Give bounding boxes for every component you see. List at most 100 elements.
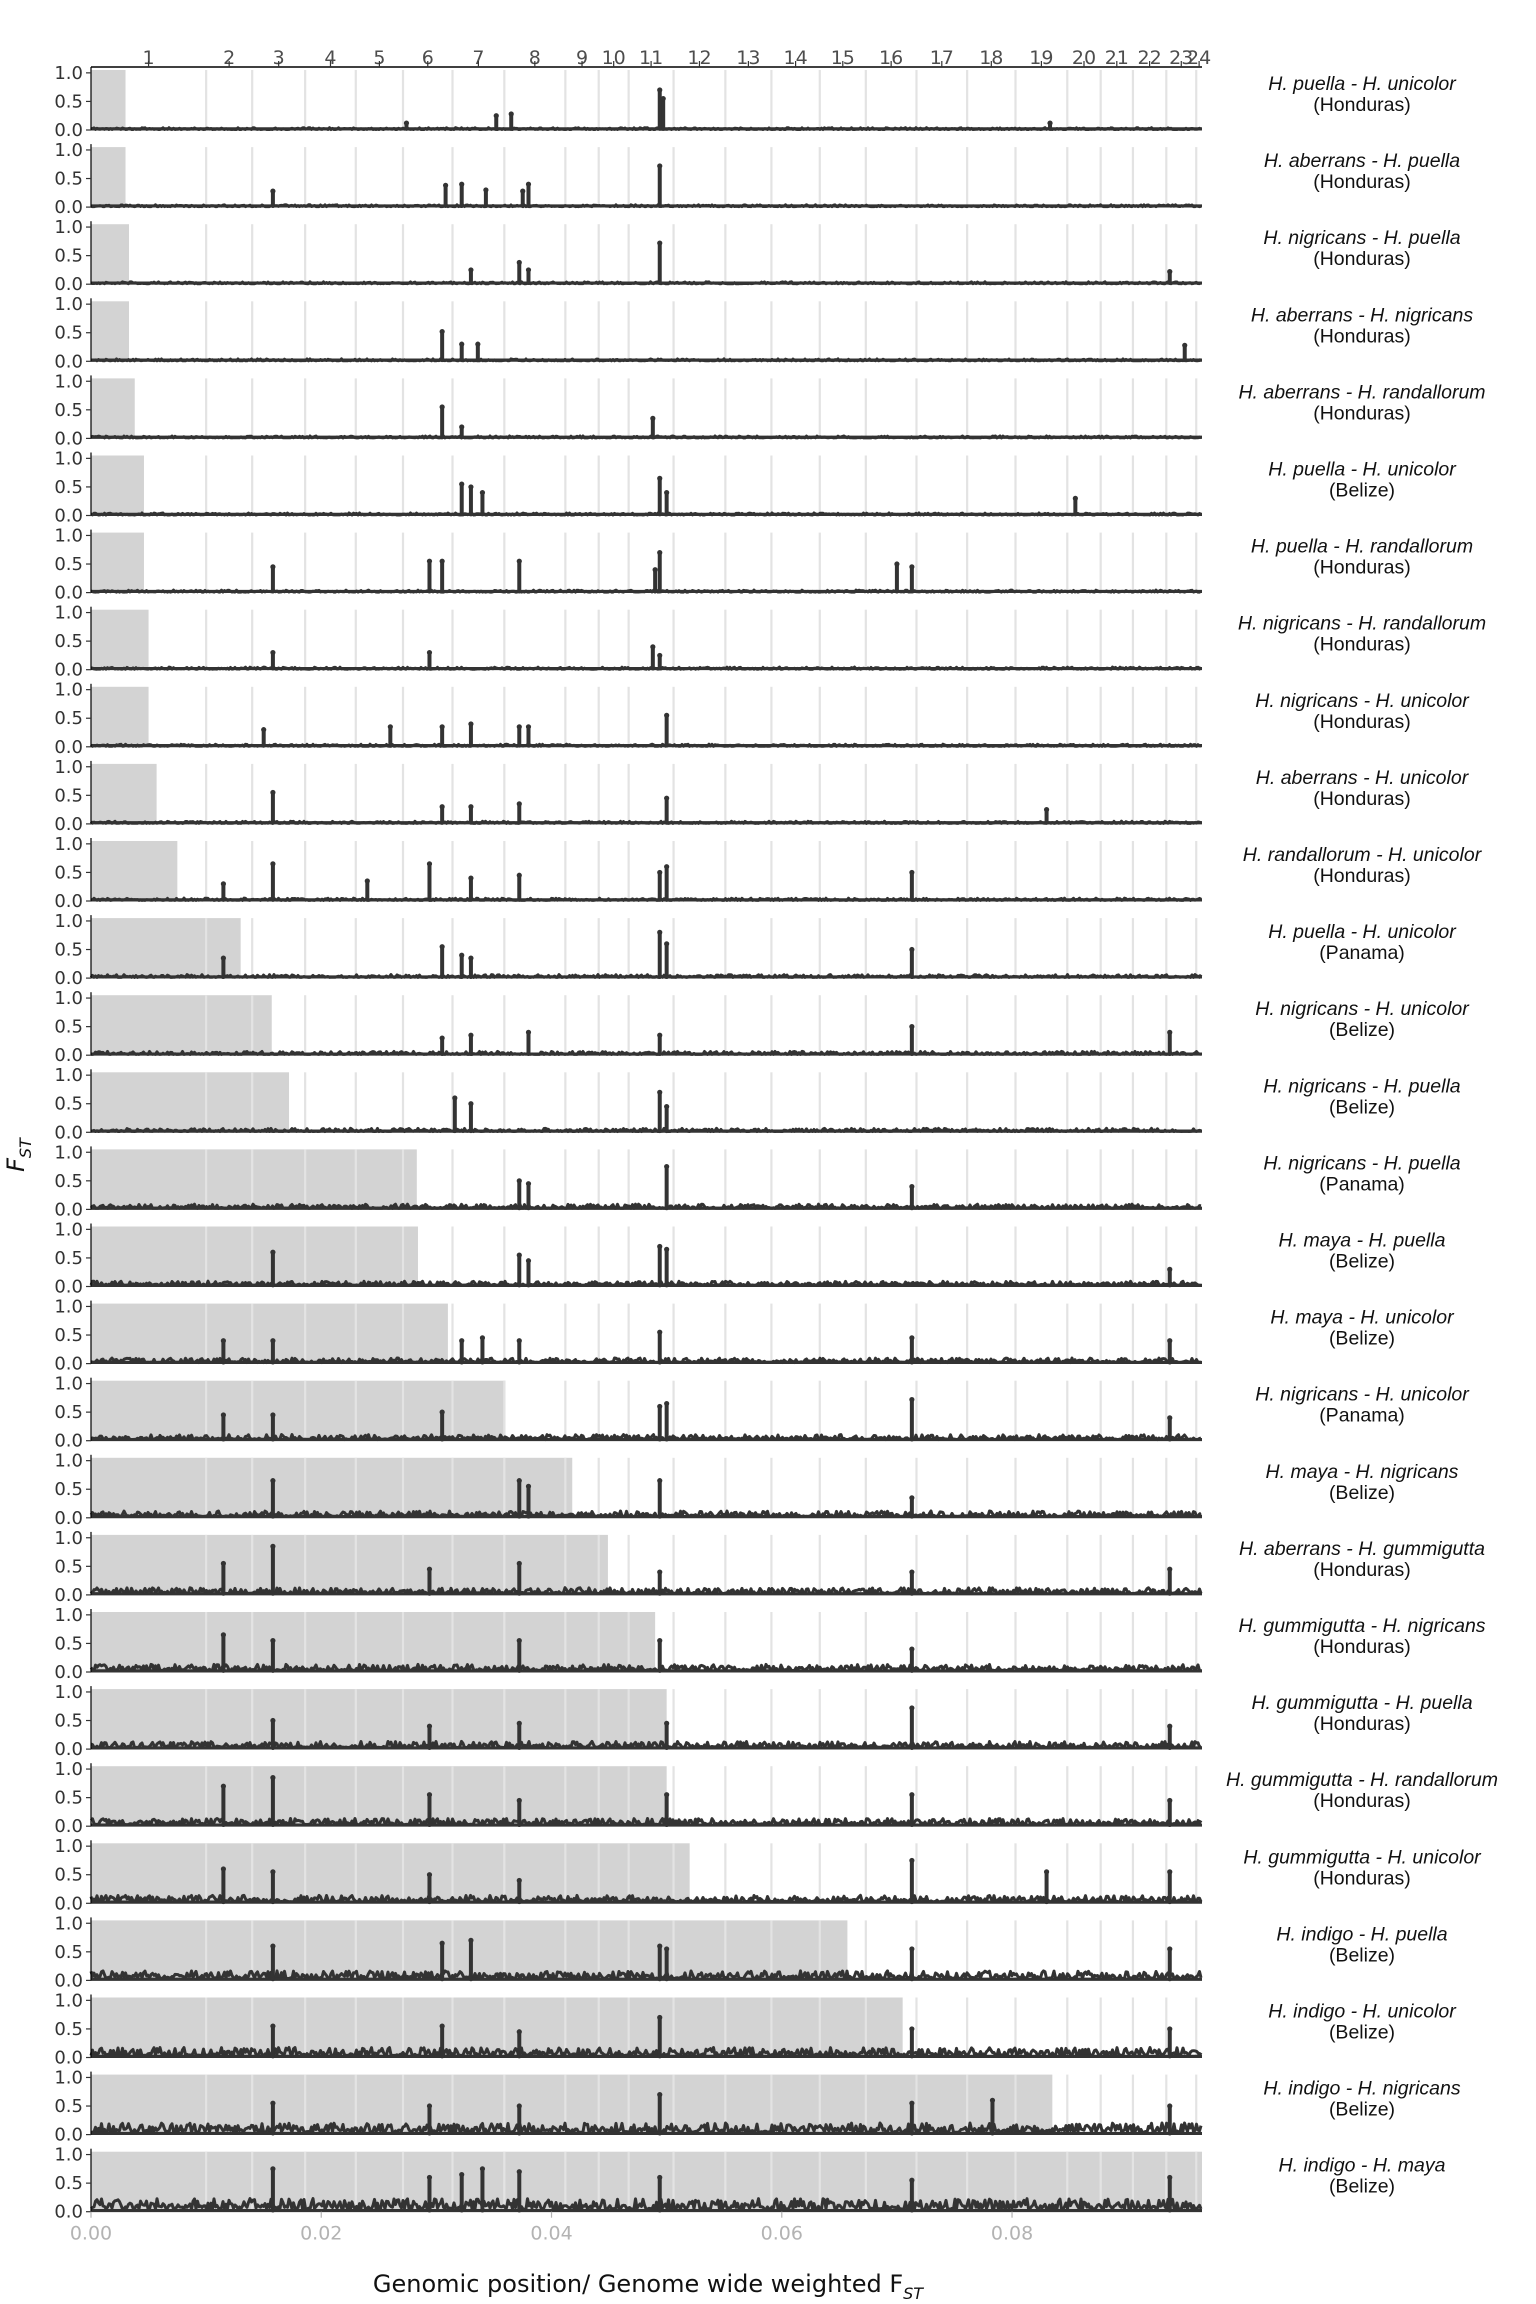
x-tick-label: 0.02 [300, 2223, 342, 2245]
fst-peak-point [657, 1089, 663, 1095]
y-tick-label: 0.0 [54, 1585, 83, 1606]
fst-peak-point [270, 1412, 276, 1418]
panel: 0.0 0.5 1.0 H. nigricans - H. puella(Hondur… [54, 217, 1460, 295]
panel-background [91, 378, 1202, 439]
fst-peak-point [220, 1412, 226, 1418]
fst-peak-point [894, 561, 900, 567]
fst-peak-point [220, 1866, 226, 1872]
panel-location-label: (Belize) [1329, 1328, 1395, 1350]
genome-wide-fst-shade [91, 1226, 418, 1287]
fst-peak-point [657, 1478, 663, 1484]
panel: 0.0 0.5 1.0 H. randallorum - H. unicolor(Ho… [54, 834, 1482, 912]
y-tick-label: 1.0 [54, 1990, 83, 2011]
fst-peak-point [909, 1183, 915, 1190]
panel-location-label: (Honduras) [1313, 711, 1411, 733]
fst-peak-point [1182, 342, 1188, 348]
fst-peak-point [468, 721, 474, 727]
chromosome-label: 24 [1187, 47, 1211, 69]
y-tick-label: 0.0 [54, 197, 83, 218]
fst-peak-point [468, 1101, 474, 1107]
fst-peak-point [442, 182, 449, 188]
chromosome-label: 18 [979, 47, 1003, 69]
y-tick-label: 1.0 [54, 1528, 83, 1549]
fst-peak-point [426, 1872, 433, 1878]
fst-peak-point [459, 181, 465, 187]
fst-peak-point [1043, 807, 1050, 813]
fst-peak-point [516, 1560, 522, 1567]
y-tick-label: 0.5 [54, 785, 83, 806]
y-tick-label: 1.0 [54, 1913, 83, 1934]
panel-location-label: (Honduras) [1313, 1713, 1411, 1735]
fst-peak-point [525, 1483, 532, 1489]
chromosome-label: 2 [223, 47, 235, 69]
panel-location-label: (Honduras) [1313, 865, 1411, 887]
fst-peak-point [660, 95, 666, 102]
y-tick-label: 0.5 [54, 2019, 83, 2040]
genome-wide-fst-shade [91, 686, 149, 747]
y-tick-label: 0.5 [54, 1556, 83, 1577]
genome-wide-fst-shade [91, 532, 144, 593]
fst-peak-point [270, 2166, 276, 2172]
chromosome-label: 4 [324, 47, 336, 69]
genome-wide-fst-shade [91, 1766, 667, 1827]
panel: 0.0 0.5 1.0 H. indigo - H. maya(Belize) [54, 2145, 1445, 2223]
y-tick-label: 0.5 [54, 477, 83, 498]
panel: 0.0 0.5 1.0 H. aberrans - H. randallorum(Ho… [54, 371, 1485, 449]
panel: 0.0 0.5 1.0 H. nigricans - H. puella(Panama… [54, 1142, 1460, 1220]
panel-location-label: (Honduras) [1313, 1559, 1411, 1581]
fst-peak-point [1072, 495, 1078, 501]
genome-wide-fst-shade [91, 1072, 290, 1133]
fst-peak-point [270, 2100, 276, 2106]
y-tick-label: 0.5 [54, 400, 83, 421]
genome-wide-fst-shade [91, 1380, 506, 1441]
y-tick-label: 0.5 [54, 1788, 83, 1809]
genome-wide-fst-shade [91, 1689, 667, 1750]
fst-peak-point [909, 1946, 915, 1952]
y-tick-label: 1.0 [54, 988, 83, 1009]
fst-peak-point [657, 475, 663, 481]
panel-background [91, 301, 1202, 362]
fst-peak-point [459, 1338, 465, 1344]
genome-wide-fst-shade [91, 1534, 608, 1595]
fst-peak-point [657, 87, 663, 93]
panel: 0.0 0.5 1.0 H. puella - H. randallorum(Hond… [54, 525, 1473, 603]
fst-peak-point [439, 804, 445, 810]
panel-species-pair-label: H. indigo - H. puella [1276, 1923, 1447, 1945]
y-tick-label: 1.0 [54, 1759, 83, 1780]
y-tick-label: 0.0 [54, 2125, 83, 2146]
panel-location-label: (Honduras) [1313, 402, 1411, 424]
y-tick-label: 0.5 [54, 631, 83, 652]
fst-peak-point [459, 341, 465, 347]
y-tick-label: 0.5 [54, 554, 83, 575]
fst-peak-point [1167, 1723, 1173, 1729]
panel-species-pair-label: H. maya - H. nigricans [1266, 1461, 1459, 1483]
fst-peak-point [664, 941, 670, 947]
x-tick-label: 0.00 [70, 2223, 112, 2245]
fst-peak-point [270, 789, 276, 796]
fst-peak-point [657, 1637, 663, 1644]
y-tick-label: 1.0 [54, 911, 83, 932]
panel: 0.0 0.5 1.0 H. indigo - H. nigricans(Belize… [54, 2067, 1461, 2145]
fst-peak-point [1047, 120, 1053, 126]
fst-peak-point [652, 567, 658, 573]
panel-species-pair-label: H. gummigutta - H. nigricans [1238, 1615, 1485, 1637]
y-tick-label: 0.0 [54, 1662, 83, 1683]
fst-peak-point [664, 1400, 670, 1407]
genome-wide-fst-shade [91, 1997, 903, 2058]
chromosome-label: 13 [736, 47, 760, 69]
y-tick-label: 1.0 [54, 1682, 83, 1703]
panel-background [91, 532, 1202, 593]
panel-background [91, 763, 1202, 824]
y-tick-label: 1.0 [54, 63, 83, 84]
fst-peak-point [657, 1943, 663, 1949]
fst-peak-point [1167, 1869, 1173, 1875]
fst-peak-point [270, 564, 276, 570]
y-tick-label: 1.0 [54, 1219, 83, 1240]
chromosome-label: 9 [576, 47, 588, 69]
y-tick-label: 1.0 [54, 1296, 83, 1317]
fst-peak-point [657, 163, 663, 169]
fst-peak-point [270, 1637, 276, 1644]
fst-peak-point [516, 1637, 522, 1644]
panel-species-pair-label: H. nigricans - H. puella [1263, 1152, 1460, 1174]
